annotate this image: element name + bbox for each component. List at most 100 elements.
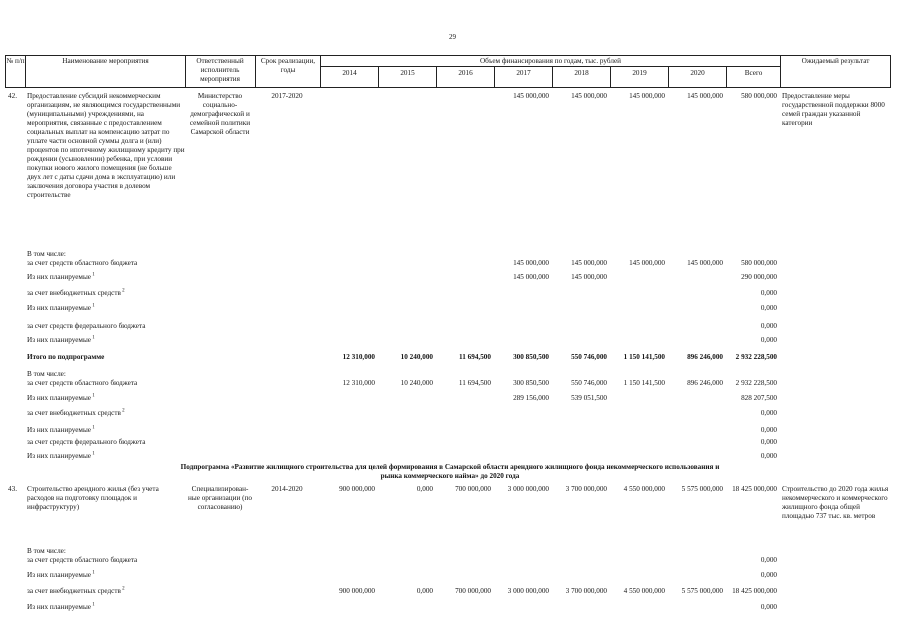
footnote-marker: 2	[120, 408, 125, 414]
footnote-marker: 1	[90, 425, 95, 431]
row-value: 900 000,000	[339, 587, 375, 595]
row-name: Из них планируемые 1	[27, 303, 95, 312]
row-value: 3 700 000,000	[565, 485, 607, 493]
row-name: за счет внебюджетных средств 2	[27, 586, 125, 595]
row-name: Из них планируемые 1	[27, 425, 95, 434]
row-value: 700 000,000	[455, 587, 491, 595]
row-name: Из них планируемые 1	[27, 272, 95, 281]
row-responsible: Специализирован-ные организации (по согл…	[188, 485, 252, 511]
col-divider	[890, 55, 891, 88]
row-value: 896 246,000	[687, 353, 723, 361]
row-result: Строительство до 2020 года жилья некомме…	[782, 485, 889, 520]
row-value: 0,000	[416, 587, 433, 595]
row-value: 3 700 000,000	[565, 587, 607, 595]
footnote-marker: 2	[120, 586, 125, 592]
row-value: 145 000,000	[571, 92, 607, 100]
row-value: 1 150 141,500	[623, 353, 665, 361]
subprogram-title: Подпрограмма «Развитие жилищного строите…	[180, 463, 720, 480]
row-value: 0,000	[760, 571, 777, 579]
footnote-marker: 1	[90, 272, 95, 278]
row-value: 3 000 000,000	[507, 485, 549, 493]
row-value: 145 000,000	[629, 259, 665, 267]
row-value: 145 000,000	[687, 92, 723, 100]
row-value: 896 246,000	[687, 379, 723, 387]
row-value: 11 694,500	[458, 379, 491, 387]
row-value: 0,000	[760, 438, 777, 446]
year-header: 2014	[342, 69, 357, 77]
row-value: 145 000,000	[629, 92, 665, 100]
row-value: 12 310,000	[342, 379, 375, 387]
col-divider	[494, 66, 495, 88]
header-funding: Объем финансирования по годам, тыс. рубл…	[479, 57, 622, 65]
header-responsible: Ответственный исполнитель мероприятия	[196, 57, 244, 83]
row-responsible: Министерство социально-демографической и…	[189, 92, 251, 136]
col-divider	[255, 55, 256, 88]
header-name: Наименование мероприятия	[62, 57, 149, 65]
col-divider	[5, 55, 6, 88]
row-value: 4 550 000,000	[623, 485, 665, 493]
footnote-marker: 1	[90, 602, 95, 608]
row-value: 290 000,000	[741, 273, 777, 281]
row-value: 0,000	[760, 322, 777, 330]
row-name: Из них планируемые 1	[27, 335, 95, 344]
footnote-marker: 2	[120, 288, 125, 294]
row-value: 300 850,500	[513, 353, 549, 361]
row-value: 289 156,000	[513, 394, 549, 402]
row-value: 145 000,000	[513, 259, 549, 267]
row-number: 42.	[8, 92, 17, 100]
row-value: 0,000	[760, 304, 777, 312]
col-divider	[378, 66, 379, 88]
row-value: 0,000	[760, 409, 777, 417]
row-value: 0,000	[416, 485, 433, 493]
row-value: 18 425 000,000	[732, 587, 777, 595]
row-value: 145 000,000	[571, 259, 607, 267]
col-divider	[610, 66, 611, 88]
year-header: 2019	[632, 69, 647, 77]
year-header: 2017	[516, 69, 531, 77]
row-name: Из них планируемые 1	[27, 602, 95, 611]
footnote-marker: 1	[90, 570, 95, 576]
row-name: за счет внебюджетных средств 2	[27, 288, 125, 297]
year-header: 2016	[458, 69, 473, 77]
header-top-border	[5, 55, 890, 56]
header-result: Ожидаемый результат	[801, 57, 870, 65]
row-value: 0,000	[760, 603, 777, 611]
row-value: 10 240,000	[400, 379, 433, 387]
footnote-marker: 1	[90, 393, 95, 399]
row-value: 5 575 000,000	[681, 485, 723, 493]
row-value: 580 000,000	[741, 259, 777, 267]
col-divider	[320, 55, 321, 88]
row-value: 2 932 228,500	[735, 379, 777, 387]
col-divider	[780, 55, 781, 88]
row-value: 145 000,000	[571, 273, 607, 281]
row-value: 1 150 141,500	[623, 379, 665, 387]
row-name: Итого по подпрограмме	[27, 353, 105, 361]
row-value: 900 000,000	[339, 485, 375, 493]
col-divider	[552, 66, 553, 88]
row-value: 2 932 228,500	[735, 353, 777, 361]
row-value: 11 694,500	[459, 353, 491, 361]
row-name: Предоставление субсидий некоммерческим о…	[27, 92, 185, 199]
row-value: 580 000,000	[741, 92, 777, 100]
row-value: 4 550 000,000	[623, 587, 665, 595]
row-value: 18 425 000,000	[732, 485, 777, 493]
footnote-marker: 1	[90, 335, 95, 341]
row-result: Предоставление меры государственной подд…	[782, 92, 885, 127]
col-divider	[436, 66, 437, 88]
col-divider	[726, 66, 727, 88]
col-divider	[185, 55, 186, 88]
header-bottom-border	[5, 87, 890, 88]
col-divider	[668, 66, 669, 88]
col-divider	[25, 55, 26, 88]
row-number: 43.	[8, 485, 17, 493]
row-value: 0,000	[760, 336, 777, 344]
row-value: 828 207,500	[741, 394, 777, 402]
row-value: 0,000	[760, 556, 777, 564]
year-header: 2018	[574, 69, 589, 77]
row-value: 550 746,000	[571, 353, 607, 361]
row-name: Из них планируемые 1	[27, 570, 95, 579]
row-value: 550 746,000	[571, 379, 607, 387]
row-value: 145 000,000	[687, 259, 723, 267]
header-num: № п/п	[6, 57, 25, 65]
row-name: Из них планируемые 1	[27, 451, 95, 460]
